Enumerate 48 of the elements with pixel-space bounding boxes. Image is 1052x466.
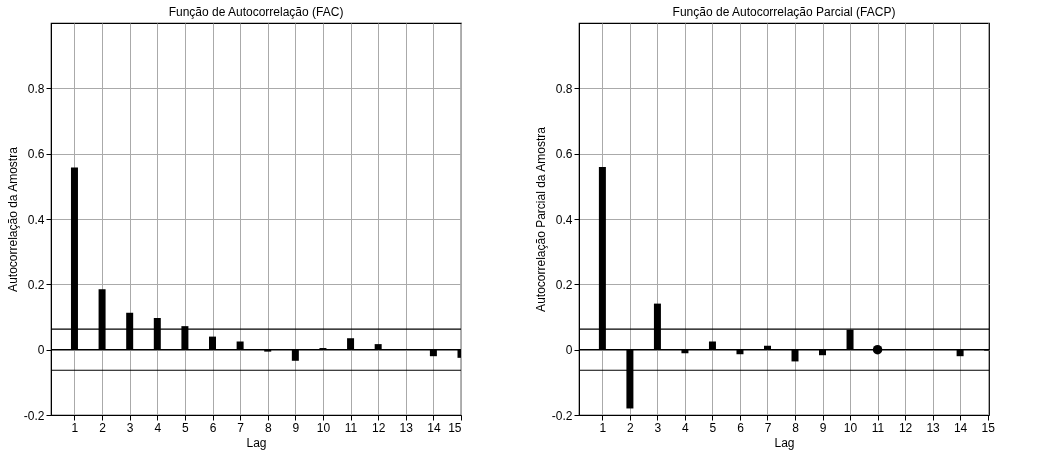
x-tick-label: 3 — [126, 420, 134, 435]
x-tick-label: 12 — [898, 420, 913, 435]
x-tick-label: 14 — [427, 420, 441, 435]
x-axis-title: Lag — [246, 435, 267, 450]
x-tick-label: 12 — [371, 420, 386, 435]
y-tick-label: -0.2 — [551, 408, 573, 423]
y-tick-label: -0.2 — [23, 408, 45, 423]
x-tick-label: 15 — [448, 420, 462, 435]
x-tick-label: 1 — [71, 420, 79, 435]
y-axis-title: Autocorrelação Parcial da Amostra — [533, 126, 548, 312]
x-tick-label: 9 — [819, 420, 827, 435]
y-tick-label: 0.2 — [555, 277, 573, 292]
y-tick-label: 0 — [37, 343, 45, 358]
x-tick-label: 7 — [237, 420, 245, 435]
y-tick-label: 0.8 — [27, 81, 45, 96]
x-tick-label: 3 — [654, 420, 662, 435]
x-axis-title: Lag — [774, 435, 795, 450]
y-axis-title: Autocorrelação da Amostra — [5, 146, 20, 292]
x-tick-label: 6 — [209, 420, 217, 435]
x-tick-label: 5 — [182, 420, 190, 435]
x-tick-label: 7 — [764, 420, 772, 435]
x-tick-label: 8 — [792, 420, 800, 435]
y-tick-label: 0.4 — [27, 212, 45, 227]
y-tick-label: 0.8 — [555, 81, 573, 96]
chart-title: Função de Autocorrelação Parcial (FACP) — [672, 5, 896, 19]
chart-title: Função de Autocorrelação (FAC) — [168, 5, 344, 19]
x-tick-label: 9 — [292, 420, 300, 435]
y-tick-label: 0.6 — [27, 147, 45, 162]
x-tick-label: 8 — [264, 420, 272, 435]
x-tick-label: 11 — [344, 420, 358, 435]
y-tick-label: 0.2 — [27, 277, 45, 292]
x-tick-label: 10 — [843, 420, 858, 435]
x-tick-label: 6 — [737, 420, 745, 435]
x-tick-label: 2 — [99, 420, 107, 435]
x-tick-label: 14 — [953, 420, 968, 435]
x-tick-label: 1 — [599, 420, 607, 435]
y-tick-label: 0 — [565, 343, 573, 358]
x-tick-label: 13 — [926, 420, 941, 435]
x-tick-label: 2 — [627, 420, 635, 435]
x-tick-label: 13 — [399, 420, 414, 435]
x-tick-label: 10 — [316, 420, 331, 435]
x-tick-label: 11 — [871, 420, 885, 435]
x-tick-label: 4 — [682, 420, 690, 435]
y-tick-label: 0.6 — [555, 147, 573, 162]
x-tick-label: 4 — [154, 420, 162, 435]
x-tick-label: 5 — [709, 420, 717, 435]
x-tick-label: 15 — [981, 420, 996, 435]
y-tick-label: 0.4 — [555, 212, 573, 227]
